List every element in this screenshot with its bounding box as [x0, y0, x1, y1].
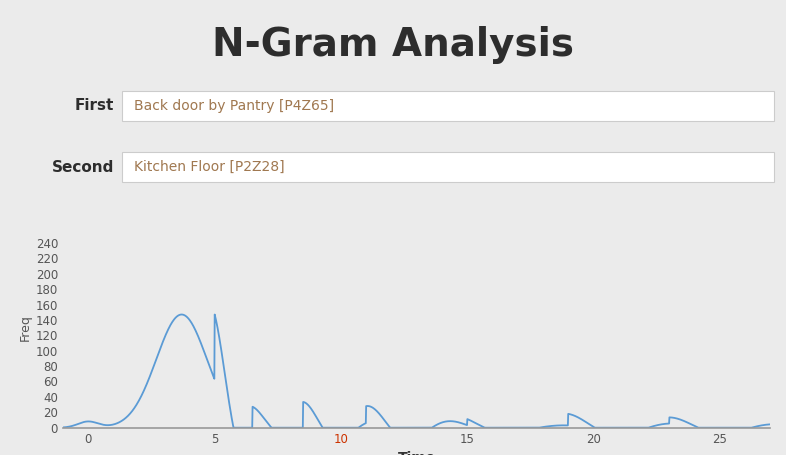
Text: Back door by Pantry [P4Z65]: Back door by Pantry [P4Z65]: [134, 99, 334, 113]
Text: Second: Second: [52, 160, 114, 175]
Y-axis label: Freq: Freq: [19, 314, 31, 341]
Text: N-Gram Analysis: N-Gram Analysis: [212, 26, 574, 65]
Text: Kitchen Floor [P2Z28]: Kitchen Floor [P2Z28]: [134, 160, 285, 174]
Text: First: First: [75, 98, 114, 113]
X-axis label: Time: Time: [398, 451, 435, 455]
